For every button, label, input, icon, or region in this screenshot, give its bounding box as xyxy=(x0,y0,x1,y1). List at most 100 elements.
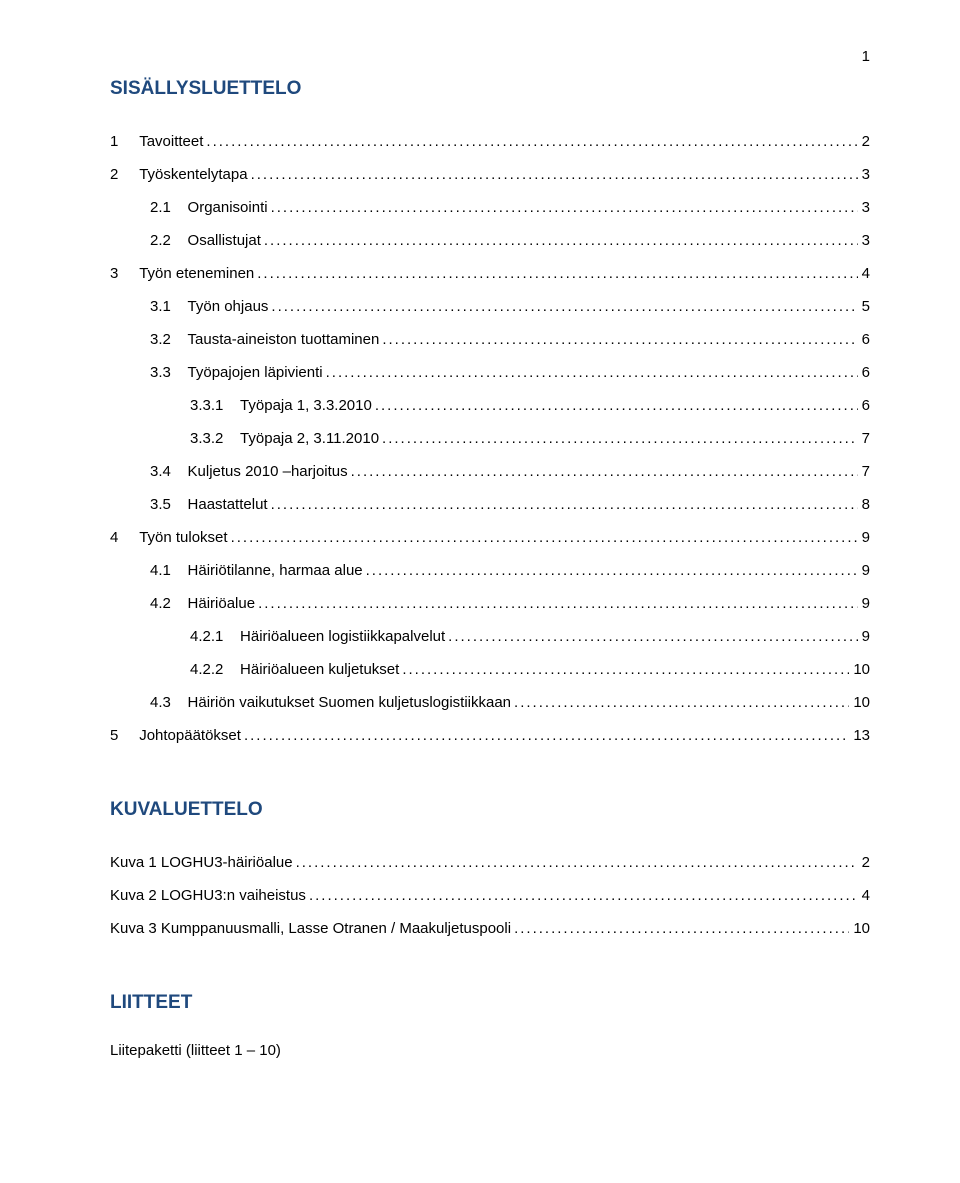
toc-entry: 1 Tavoitteet 2 xyxy=(110,128,870,155)
toc-label: Työn tulokset xyxy=(139,524,227,551)
toc-label: Kuljetus 2010 –harjoitus xyxy=(188,458,348,485)
toc-entry: 3 Työn eteneminen 4 xyxy=(110,260,870,287)
figure-leader-dots xyxy=(511,915,849,942)
figure-list-entry: Kuva 2 LOGHU3:n vaiheistus 4 xyxy=(110,882,870,909)
toc-page-number: 3 xyxy=(858,227,870,254)
toc-leader-dots xyxy=(511,689,849,716)
liitteet-body-text: Liitepaketti (liitteet 1 – 10) xyxy=(110,1042,870,1059)
toc-label: Häiriön vaikutukset Suomen kuljetuslogis… xyxy=(188,689,512,716)
figure-leader-dots xyxy=(306,882,858,909)
toc-leader-dots xyxy=(399,656,849,683)
toc-page-number: 2 xyxy=(858,128,870,155)
toc-leader-dots xyxy=(379,326,857,353)
toc-entry: 4.2.1 Häiriöalueen logistiikkapalvelut 9 xyxy=(110,623,870,650)
table-of-contents: 1 Tavoitteet 22 Työskentelytapa 32.1 Org… xyxy=(110,128,870,749)
toc-leader-dots xyxy=(268,194,858,221)
toc-entry: 4 Työn tulokset 9 xyxy=(110,524,870,551)
toc-label: Johtopäätökset xyxy=(139,722,241,749)
kuvaluettelo-heading: KUVALUETTELO xyxy=(110,799,870,821)
figure-list-entry: Kuva 1 LOGHU3-häiriöalue 2 xyxy=(110,849,870,876)
toc-leader-dots xyxy=(372,392,858,419)
toc-entry: 2.1 Organisointi 3 xyxy=(110,194,870,221)
toc-entry: 4.1 Häiriötilanne, harmaa alue 9 xyxy=(110,557,870,584)
toc-page-number: 13 xyxy=(849,722,870,749)
figure-page-number: 10 xyxy=(849,915,870,942)
toc-entry: 4.2 Häiriöalue 9 xyxy=(110,590,870,617)
toc-leader-dots xyxy=(248,161,858,188)
toc-page-number: 6 xyxy=(858,359,870,386)
toc-entry: 3.3.2 Työpaja 2, 3.11.2010 7 xyxy=(110,425,870,452)
toc-number: 2.1 xyxy=(150,194,188,221)
toc-number: 3.3 xyxy=(150,359,188,386)
toc-label: Työn ohjaus xyxy=(188,293,269,320)
toc-entry: 3.3.1 Työpaja 1, 3.3.2010 6 xyxy=(110,392,870,419)
toc-page-number: 4 xyxy=(858,260,870,287)
toc-page-number: 9 xyxy=(858,623,870,650)
toc-entry: 3.2 Tausta-aineiston tuottaminen 6 xyxy=(110,326,870,353)
toc-label: Työpaja 2, 3.11.2010 xyxy=(240,425,379,452)
toc-entry: 3.1 Työn ohjaus 5 xyxy=(110,293,870,320)
toc-number: 1 xyxy=(110,128,139,155)
toc-number: 4.2.2 xyxy=(190,656,240,683)
toc-leader-dots xyxy=(255,590,858,617)
toc-number: 2.2 xyxy=(150,227,188,254)
toc-entry: 3.5 Haastattelut 8 xyxy=(110,491,870,518)
toc-page-number: 9 xyxy=(858,590,870,617)
toc-number: 3.1 xyxy=(150,293,188,320)
toc-entry: 4.3 Häiriön vaikutukset Suomen kuljetusl… xyxy=(110,689,870,716)
figure-list-entry: Kuva 3 Kumppanuusmalli, Lasse Otranen / … xyxy=(110,915,870,942)
sisallysluettelo-heading: SISÄLLYSLUETTELO xyxy=(110,78,870,100)
liitteet-heading: LIITTEET xyxy=(110,992,870,1014)
toc-page-number: 3 xyxy=(858,161,870,188)
toc-label: Tavoitteet xyxy=(139,128,203,155)
toc-label: Työskentelytapa xyxy=(139,161,247,188)
toc-leader-dots xyxy=(268,491,858,518)
toc-number: 5 xyxy=(110,722,139,749)
toc-number: 3.2 xyxy=(150,326,188,353)
toc-label: Häiriöalueen logistiikkapalvelut xyxy=(240,623,445,650)
toc-entry: 2.2 Osallistujat 3 xyxy=(110,227,870,254)
toc-number: 3.3.1 xyxy=(190,392,240,419)
toc-label: Haastattelut xyxy=(188,491,268,518)
toc-number: 4.2 xyxy=(150,590,188,617)
toc-page-number: 6 xyxy=(858,392,870,419)
toc-leader-dots xyxy=(261,227,858,254)
toc-entry: 5 Johtopäätökset 13 xyxy=(110,722,870,749)
toc-number: 3.5 xyxy=(150,491,188,518)
figure-page-number: 2 xyxy=(858,849,870,876)
toc-page-number: 7 xyxy=(858,458,870,485)
toc-leader-dots xyxy=(323,359,858,386)
toc-number: 3.3.2 xyxy=(190,425,240,452)
toc-number: 3.4 xyxy=(150,458,188,485)
toc-label: Osallistujat xyxy=(188,227,261,254)
toc-leader-dots xyxy=(363,557,858,584)
toc-leader-dots xyxy=(254,260,857,287)
toc-page-number: 10 xyxy=(849,656,870,683)
toc-label: Työpaja 1, 3.3.2010 xyxy=(240,392,372,419)
toc-label: Häiriöalueen kuljetukset xyxy=(240,656,399,683)
figure-label: Kuva 1 LOGHU3-häiriöalue xyxy=(110,849,293,876)
toc-page-number: 9 xyxy=(858,557,870,584)
toc-leader-dots xyxy=(228,524,858,551)
figure-page-number: 4 xyxy=(858,882,870,909)
toc-number: 4.1 xyxy=(150,557,188,584)
toc-number: 4.3 xyxy=(150,689,188,716)
toc-label: Työn eteneminen xyxy=(139,260,254,287)
toc-page-number: 3 xyxy=(858,194,870,221)
figure-list: Kuva 1 LOGHU3-häiriöalue 2 Kuva 2 LOGHU3:… xyxy=(110,849,870,942)
toc-page-number: 6 xyxy=(858,326,870,353)
toc-entry: 3.4 Kuljetus 2010 –harjoitus 7 xyxy=(110,458,870,485)
toc-number: 4.2.1 xyxy=(190,623,240,650)
toc-leader-dots xyxy=(445,623,857,650)
figure-leader-dots xyxy=(293,849,858,876)
toc-leader-dots xyxy=(241,722,849,749)
toc-page-number: 9 xyxy=(858,524,870,551)
toc-number: 4 xyxy=(110,524,139,551)
toc-label: Häiriöalue xyxy=(188,590,256,617)
figure-label: Kuva 3 Kumppanuusmalli, Lasse Otranen / … xyxy=(110,915,511,942)
toc-page-number: 7 xyxy=(858,425,870,452)
toc-number: 2 xyxy=(110,161,139,188)
toc-leader-dots xyxy=(348,458,858,485)
toc-entry: 4.2.2 Häiriöalueen kuljetukset 10 xyxy=(110,656,870,683)
toc-entry: 3.3 Työpajojen läpivienti 6 xyxy=(110,359,870,386)
